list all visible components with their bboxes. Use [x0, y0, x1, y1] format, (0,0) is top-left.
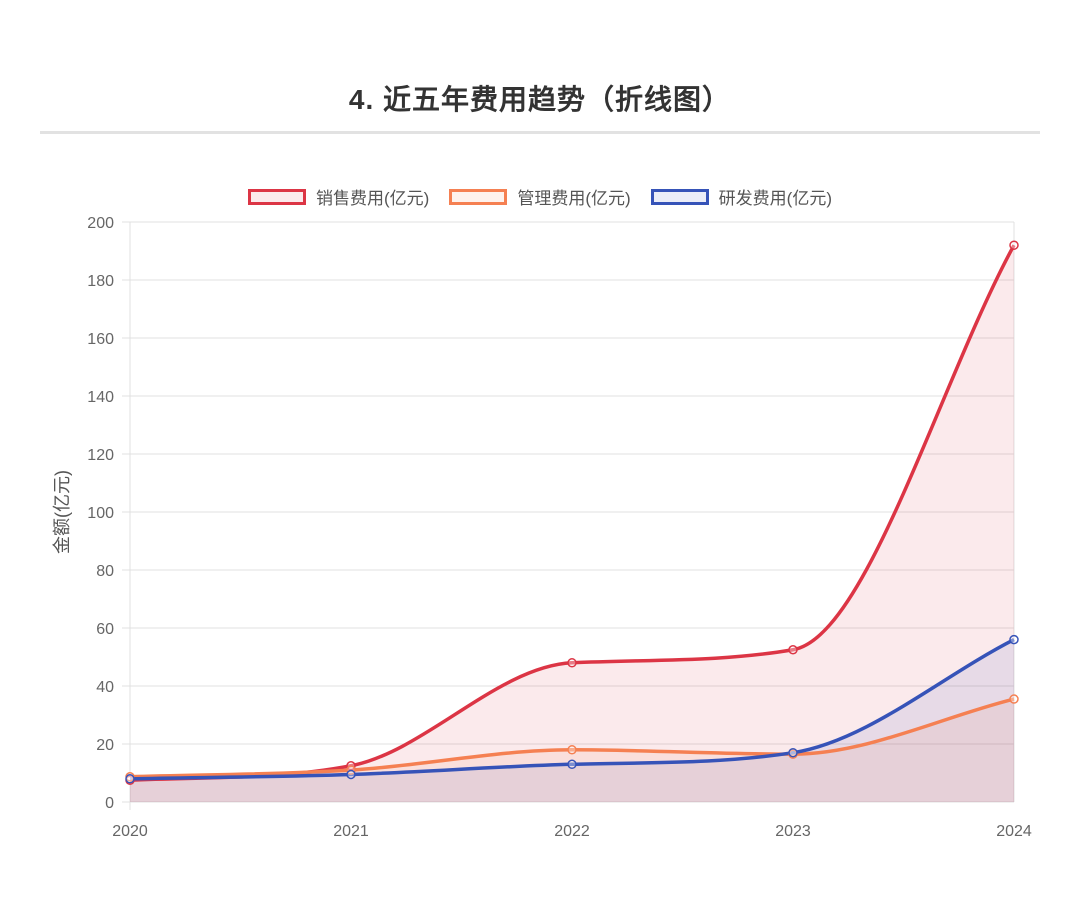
y-tick-label-200: 200 — [87, 215, 114, 232]
point-rnd-2024 — [1009, 634, 1019, 645]
title-divider — [40, 131, 1040, 134]
y-tick-label-40: 40 — [96, 679, 114, 696]
point-rnd-2023 — [788, 747, 798, 758]
page-title: 4. 近五年费用趋势（折线图） — [348, 84, 732, 115]
y-tick-label-60: 60 — [96, 621, 114, 638]
x-tick-label-2023: 2023 — [775, 823, 811, 840]
legend-label-admin: 管理费用(亿元) — [517, 189, 631, 208]
legend-item-rnd[interactable]: 研发费用(亿元) — [650, 184, 832, 209]
point-sales-2023 — [788, 645, 798, 655]
legend-swatch-sales — [248, 188, 306, 205]
x-tick-label-2020: 2020 — [112, 823, 148, 840]
y-tick-label-80: 80 — [96, 563, 114, 580]
y-tick-label-160: 160 — [87, 331, 114, 348]
legend-swatch-admin — [449, 188, 508, 205]
legend-label-rnd: 研发费用(亿元) — [718, 189, 832, 208]
y-tick-label-120: 120 — [87, 447, 114, 464]
legend-label-sales: 销售费用(亿元) — [316, 189, 430, 208]
line-admin — [129, 697, 1015, 779]
area-rnd — [130, 639, 1014, 802]
x-tick-label-2024: 2024 — [996, 823, 1032, 840]
y-tick-label-20: 20 — [96, 737, 114, 754]
x-tick-label-2022: 2022 — [554, 823, 590, 840]
point-admin-2022 — [567, 745, 577, 755]
chart-legend: 销售费用(亿元) 管理费用(亿元) 研发费用(亿元) — [0, 184, 1080, 209]
y-axis-title: 金额(亿元) — [52, 470, 72, 554]
line-rnd — [129, 638, 1015, 781]
line-layer — [129, 244, 1016, 782]
point-rnd-2022 — [567, 759, 577, 770]
legend-item-sales[interactable]: 销售费用(亿元) — [248, 184, 429, 209]
x-tick-label-2021: 2021 — [333, 823, 369, 840]
point-sales-2022 — [567, 658, 577, 668]
y-tick-label-100: 100 — [87, 505, 114, 522]
y-tick-label-0: 0 — [105, 795, 114, 812]
point-sales-2024 — [1009, 240, 1019, 250]
point-rnd-2021 — [346, 769, 356, 780]
legend-item-admin[interactable]: 管理费用(亿元) — [449, 184, 631, 209]
y-tick-label-180: 180 — [87, 273, 114, 290]
axis-layer: 0 20 40 60 80 100 120 140 160 180 200 2020 2021 2022 2… — [87, 215, 1032, 840]
point-rnd-2020 — [125, 774, 135, 784]
point-admin-2024 — [1009, 694, 1019, 704]
grid-layer — [122, 221, 1015, 810]
area-sales — [130, 245, 1014, 802]
point-layer — [125, 240, 1019, 785]
legend-swatch-rnd — [650, 188, 709, 205]
y-tick-label-140: 140 — [87, 389, 114, 406]
